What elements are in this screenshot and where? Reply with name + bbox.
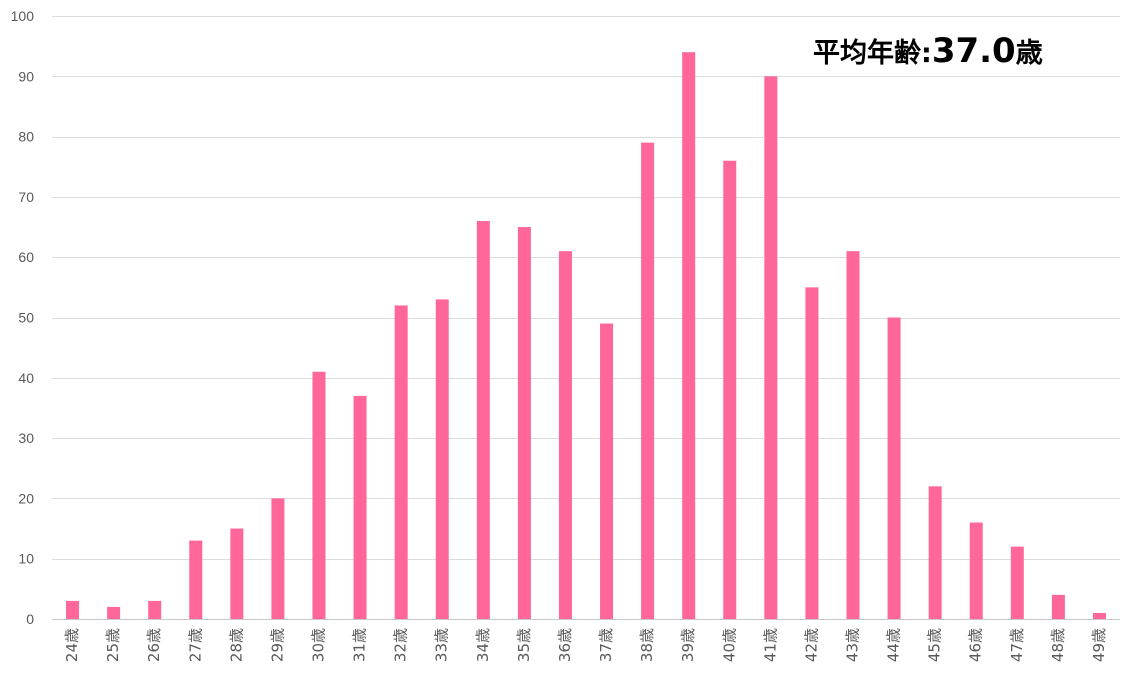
bar — [148, 600, 162, 619]
y-tick-label: 40 — [18, 370, 34, 386]
average-age-annotation: 平均年齢:37.0歳 — [813, 34, 1043, 68]
average-age-value: 37.0 — [931, 31, 1016, 71]
x-tick-label: 29歳 — [268, 628, 286, 662]
bar — [312, 371, 326, 619]
x-tick-label: 38歳 — [638, 628, 656, 662]
x-tick-label: 48歳 — [1049, 628, 1067, 662]
bar — [641, 142, 655, 619]
bars — [66, 52, 1106, 620]
bar — [723, 160, 737, 619]
bar — [558, 251, 572, 620]
bar — [600, 323, 614, 619]
bar — [107, 606, 121, 619]
x-tick-label: 25歳 — [104, 628, 122, 662]
y-tick-label: 0 — [26, 611, 34, 627]
x-tick-label: 30歳 — [310, 628, 328, 662]
average-age-unit: 歳 — [1015, 38, 1043, 69]
bar — [1051, 594, 1065, 619]
bar — [476, 221, 490, 619]
x-tick-label: 32歳 — [392, 628, 410, 662]
y-axis-tick-labels: 0 10 20 30 40 50 60 70 80 90 100 — [11, 8, 35, 627]
bar — [271, 498, 285, 619]
y-tick-label: 30 — [18, 430, 34, 446]
bar — [517, 227, 531, 620]
x-tick-label: 33歳 — [433, 628, 451, 662]
y-tick-label: 70 — [18, 189, 34, 205]
bar — [189, 540, 203, 619]
x-tick-label: 28歳 — [227, 628, 245, 662]
bar — [66, 600, 80, 619]
x-tick-label: 45歳 — [926, 628, 944, 662]
x-tick-label: 43歳 — [844, 628, 862, 662]
x-tick-label: 44歳 — [885, 628, 903, 662]
x-tick-label: 36歳 — [556, 628, 574, 662]
gridlines — [52, 16, 1120, 620]
bar — [928, 486, 942, 619]
x-tick-label: 46歳 — [967, 628, 985, 662]
bar — [1010, 546, 1024, 619]
x-tick-label: 42歳 — [802, 628, 820, 662]
x-tick-label: 37歳 — [597, 628, 615, 662]
y-tick-label: 80 — [18, 129, 34, 145]
bar — [682, 52, 696, 620]
y-tick-label: 60 — [18, 249, 34, 265]
x-tick-label: 34歳 — [474, 628, 492, 662]
x-tick-label: 47歳 — [1008, 628, 1026, 662]
bar — [353, 395, 367, 619]
y-tick-label: 90 — [18, 68, 34, 84]
y-tick-label: 50 — [18, 310, 34, 326]
bar — [1092, 612, 1106, 619]
bar — [887, 317, 901, 619]
bar — [394, 305, 408, 619]
bar — [805, 287, 819, 619]
x-axis-tick-labels: 24歳 25歳 26歳 27歳 28歳 29歳 30歳 31歳 32歳 33歳 34歳 35歳 36歳 3… — [63, 628, 1108, 662]
x-tick-label: 24歳 — [63, 628, 81, 662]
x-tick-label: 27歳 — [186, 628, 204, 662]
x-tick-label: 26歳 — [145, 628, 163, 662]
bar — [230, 528, 244, 619]
x-tick-label: 40歳 — [720, 628, 738, 662]
x-tick-label: 31歳 — [351, 628, 369, 662]
bar — [435, 299, 449, 619]
bar — [846, 251, 860, 620]
bar — [764, 76, 778, 620]
x-tick-label: 39歳 — [679, 628, 697, 662]
x-tick-label: 35歳 — [515, 628, 533, 662]
bar — [969, 522, 983, 619]
x-tick-label: 49歳 — [1090, 628, 1108, 662]
x-tick-label: 41歳 — [761, 628, 779, 662]
y-tick-label: 20 — [18, 490, 34, 506]
y-tick-label: 100 — [11, 8, 35, 24]
average-age-label: 平均年齢: — [813, 38, 932, 69]
y-tick-label: 10 — [18, 551, 34, 567]
